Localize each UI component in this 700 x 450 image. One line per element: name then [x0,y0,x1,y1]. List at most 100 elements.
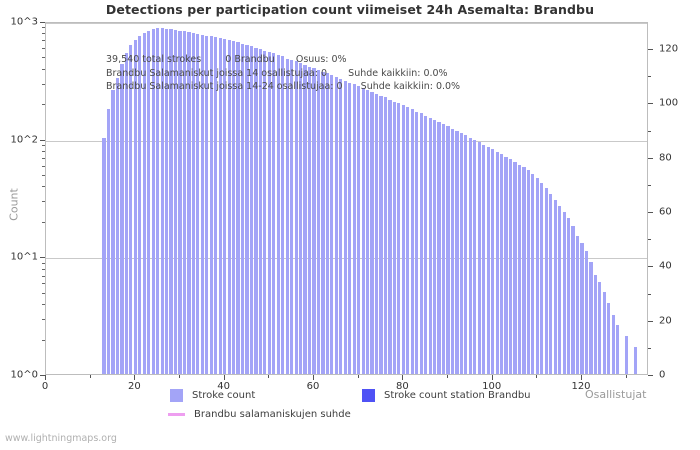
x-axis-tick [581,375,582,380]
y-axis-minor-tick [42,186,45,188]
bar [464,135,468,374]
y2-axis-tick [648,157,653,159]
bar [263,50,267,374]
bar [227,39,231,374]
y-axis-tick-label: 10^2 [10,134,38,146]
x-axis-minor-tick [447,375,448,378]
bar [240,43,245,374]
bar [491,149,495,374]
bar [611,314,615,374]
y-axis-minor-tick [42,157,45,159]
y-axis-minor-tick [42,57,45,59]
bar [249,46,254,374]
y-axis-minor-tick [42,275,45,277]
bar [214,37,218,374]
y-axis-tick [40,22,45,23]
y2-axis-tick [648,103,653,105]
bar [115,77,120,374]
y2-axis-tick [648,320,653,322]
bar [218,37,222,374]
bar [500,154,504,374]
bar [106,108,111,374]
bar [124,53,128,374]
y-axis-minor-tick [42,339,45,341]
bar [200,35,204,374]
bar [517,164,522,374]
legend-color-swatch [362,389,375,402]
y-axis-minor-tick [42,304,45,306]
bar [187,32,191,374]
y-axis-minor-tick [42,318,45,320]
x-axis-title: Osallistujat [585,388,647,401]
x-axis-tick-label: 80 [395,381,409,392]
bar [276,54,280,374]
x-axis-tick [223,375,225,380]
bar [120,64,124,374]
bar [191,33,195,374]
x-axis-tick [134,375,136,380]
y-axis-minor-tick [42,104,45,106]
bar [173,29,178,374]
bar [544,188,548,374]
x-axis-minor-tick [536,375,538,378]
bar [589,261,593,374]
bar [281,56,285,374]
y-axis-minor-tick [42,145,45,147]
bar [428,117,432,374]
y2-axis-tick [648,266,653,268]
bar [415,111,419,374]
bar [553,200,557,374]
bar [129,45,133,374]
legend-label: Stroke count [192,390,256,401]
plot-area: 39,540 total strokes 0 Brandbu Osuus: 0%… [45,22,648,375]
bar [343,80,347,374]
x-axis-minor-tick [89,375,91,378]
y2-axis-tick-label: 60 [659,206,672,218]
bar [102,138,106,374]
legend-color-swatch [170,389,183,402]
y2-axis-tick [648,49,653,51]
legend-item[interactable]: Stroke count station Brandbu [362,389,531,402]
bar [482,144,486,374]
bar [549,193,553,374]
legend-item[interactable]: Brandbu salamaniskujen suhde [168,409,351,420]
bar [616,325,620,374]
y2-axis-tick [648,375,653,376]
y-axis-minor-tick [42,201,45,203]
bar [446,126,450,374]
bar [584,251,589,374]
bar [374,93,379,374]
bar [303,64,307,374]
y-axis-minor-tick [42,33,45,35]
x-axis-tick-label: 40 [217,381,231,392]
y-axis-minor-tick [42,292,45,294]
bar [455,130,459,374]
bar [147,30,151,374]
bar [602,291,606,374]
y2-axis-tick-label: 40 [659,260,672,272]
bar [379,95,383,374]
y-axis-minor-tick [42,151,45,153]
bar [182,31,187,374]
bar [575,235,580,374]
y2-axis-tick-label: 80 [659,152,672,164]
y-axis-minor-tick [42,27,45,29]
bar [156,27,160,374]
bar [397,103,401,374]
y2-axis-minor-tick [648,76,651,78]
bar [205,35,209,374]
y-axis-minor-tick [42,268,45,270]
bar [580,242,584,374]
x-axis-tick-label: 100 [482,381,502,392]
bar [540,183,544,374]
bar [352,84,356,374]
bar [410,109,414,374]
y-axis-minor-tick [42,68,45,70]
y-axis-left-title: Count [7,188,21,221]
bar [165,28,169,374]
bar [258,48,262,374]
legend-item[interactable]: Stroke count [170,389,255,402]
bars-layer [46,23,647,374]
bar [321,71,325,374]
bar [593,274,597,374]
